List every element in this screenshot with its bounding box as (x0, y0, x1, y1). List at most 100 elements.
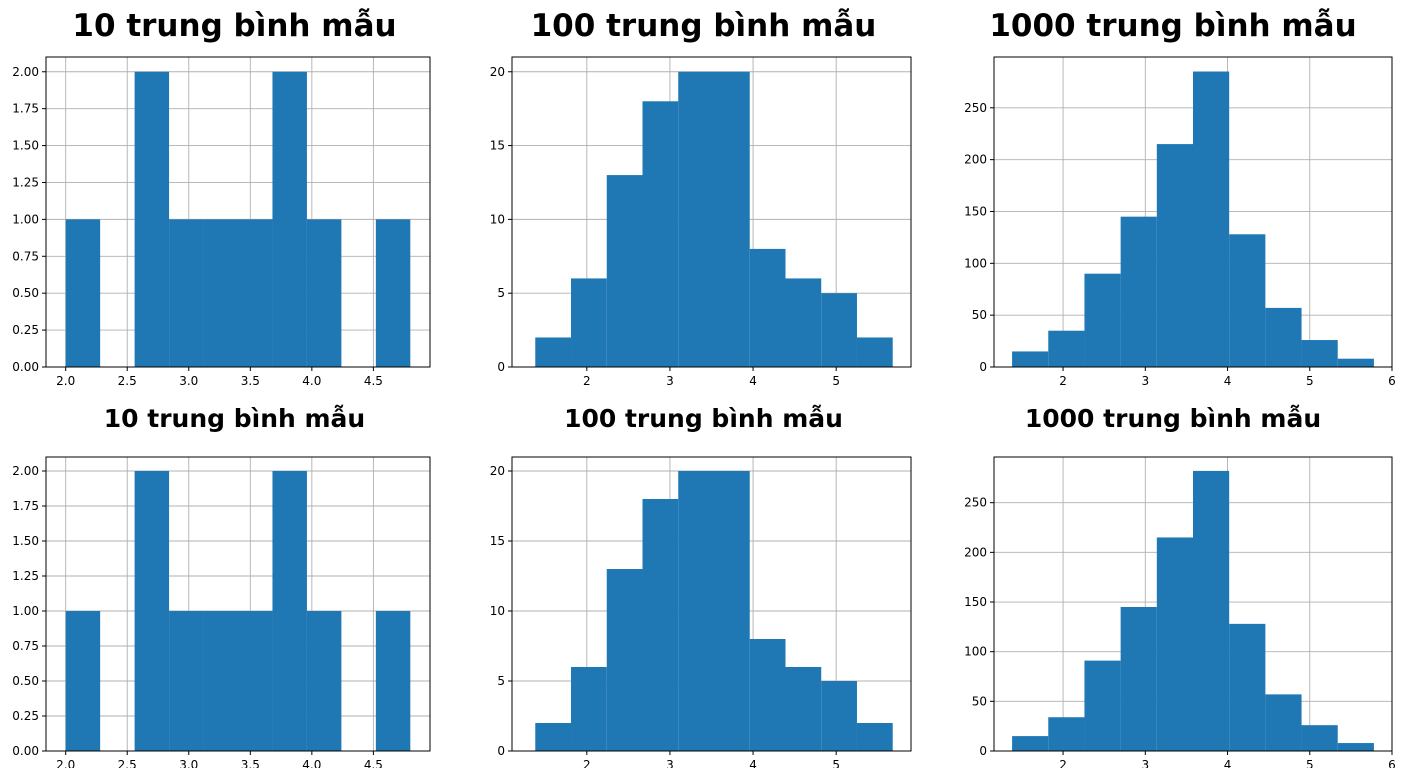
histogram-bar (203, 219, 238, 367)
axes-frame (993, 456, 1393, 752)
histogram-bar (1156, 537, 1193, 751)
bars (535, 71, 893, 368)
x-tick-label: 3 (666, 374, 674, 388)
histogram-bar (1193, 470, 1230, 751)
axes-frame (45, 56, 431, 368)
x-tick-label: 6 (1388, 758, 1396, 768)
x-tick-label: 5 (832, 758, 840, 768)
y-tick-label: 0.50 (12, 286, 39, 300)
histogram-bar (272, 71, 307, 367)
histogram-bar (1012, 736, 1049, 751)
histogram-bar (606, 175, 643, 367)
chart-title: 100 trung bình mẫu (530, 8, 877, 44)
y-tick-label: 1.50 (12, 534, 39, 548)
x-ticks: 2 3 4 5 (583, 367, 840, 388)
bars (65, 471, 411, 751)
chart-title: 1000 trung bình mẫu (989, 8, 1357, 44)
x-tick-label: 2.0 (56, 758, 75, 768)
y-tick-label: 10 (490, 604, 505, 618)
y-tick-label: 200 (964, 545, 987, 559)
y-ticks: 0 50 100 150 200 250 (964, 496, 994, 758)
x-tick-label: 4 (749, 758, 757, 768)
histogram-panel-1000-samples-top: 1000 trung bình mẫu 2 3 4 5 6 0 50 100 150 200 250 (938, 0, 1408, 388)
y-tick-label: 10 (490, 212, 505, 226)
x-tick-label: 4 (1224, 374, 1232, 388)
histogram-bar (1120, 606, 1157, 751)
histogram-bar (571, 667, 607, 751)
histogram-bar (1193, 71, 1230, 368)
histogram-bar (1337, 358, 1374, 367)
histogram-bar (785, 667, 822, 751)
histogram-bar (856, 337, 893, 367)
histogram-bar (375, 219, 411, 367)
y-tick-label: 0.75 (12, 249, 39, 263)
axes-frame (993, 56, 1393, 368)
y-tick-label: 1.75 (12, 499, 39, 513)
x-tick-label: 4.0 (302, 374, 321, 388)
x-tick-label: 2.5 (118, 374, 137, 388)
x-tick-label: 2 (1059, 374, 1067, 388)
y-tick-label: 1.25 (12, 175, 39, 189)
y-tick-label: 0.25 (12, 323, 39, 337)
y-tick-label: 250 (964, 101, 987, 115)
axes-frame (45, 456, 431, 752)
y-tick-label: 0 (979, 744, 987, 758)
chart-title: 1000 trung bình mẫu (1024, 404, 1322, 433)
chart-title: 10 trung bình mẫu (103, 404, 366, 433)
histogram-bar (238, 611, 273, 751)
y-tick-label: 0.75 (12, 639, 39, 653)
histogram-bar (678, 471, 714, 751)
histogram-panel-10-samples-top: 10 trung bình mẫu 2.0 2.5 3.0 3.5 4.0 4.5 0.00… (0, 0, 469, 388)
histogram-bar (856, 723, 893, 751)
y-ticks: 0.00 0.25 0.50 0.75 1.00 1.25 1.50 1.75 2.00 (12, 464, 46, 758)
y-tick-label: 2.00 (12, 464, 39, 478)
bars (65, 71, 411, 367)
y-tick-label: 0.25 (12, 709, 39, 723)
bars (1012, 470, 1374, 751)
x-tick-label: 5 (832, 374, 840, 388)
histogram-panel-1000-samples-bottom: 1000 trung bình mẫu 2 3 4 5 6 0 50 100 150 200 250 (938, 384, 1408, 768)
y-tick-label: 1.50 (12, 139, 39, 153)
y-tick-label: 5 (497, 286, 505, 300)
histogram-plot: 2 3 4 5 6 0 50 100 150 200 250 (964, 56, 1396, 388)
histogram-bar (535, 723, 572, 751)
y-tick-label: 1.75 (12, 102, 39, 116)
x-tick-label: 3 (1141, 374, 1149, 388)
y-tick-label: 20 (490, 464, 505, 478)
histogram-bar (1048, 717, 1085, 751)
x-tick-label: 4.5 (364, 758, 383, 768)
histogram-panel-100-samples-top: 100 trung bình mẫu 2 3 4 5 0 5 10 15 20 (469, 0, 938, 388)
histogram-bar (306, 219, 342, 367)
y-tick-label: 0.00 (12, 744, 39, 758)
histogram-bar (306, 611, 342, 751)
x-tick-label: 3 (1141, 758, 1149, 768)
x-tick-label: 2 (583, 758, 591, 768)
histogram-bar (821, 293, 857, 367)
y-tick-label: 15 (490, 139, 505, 153)
x-tick-label: 2.5 (118, 758, 137, 768)
y-tick-label: 50 (972, 308, 987, 322)
x-tick-label: 2 (583, 374, 591, 388)
histogram-bar (749, 639, 786, 751)
y-tick-label: 1.00 (12, 212, 39, 226)
histogram-bar (1301, 340, 1338, 367)
x-tick-label: 6 (1388, 374, 1396, 388)
x-tick-label: 3.5 (241, 374, 260, 388)
x-tick-label: 5 (1306, 374, 1314, 388)
y-tick-label: 150 (964, 595, 987, 609)
histogram-bar (785, 278, 822, 367)
histogram-plot: 2.0 2.5 3.0 3.5 4.0 4.5 0.00 0.25 0.50 0.75 1.00 1.… (12, 56, 431, 388)
y-tick-label: 1.25 (12, 569, 39, 583)
bars (535, 471, 893, 751)
histogram-bar (821, 681, 857, 751)
histogram-bar (642, 499, 679, 751)
histogram-plot: 2.0 2.5 3.0 3.5 4.0 4.5 0.00 0.25 0.50 0.75 1.00 1.… (12, 456, 431, 768)
y-tick-label: 0 (497, 360, 505, 374)
y-ticks: 0 5 10 15 20 (490, 464, 512, 758)
histogram-bar (203, 611, 238, 751)
histogram-bar (713, 471, 750, 751)
histogram-bar (1084, 273, 1121, 367)
histogram-plot: 2 3 4 5 6 0 50 100 150 200 250 (964, 456, 1396, 768)
y-tick-label: 100 (964, 645, 987, 659)
histogram-bar (375, 611, 411, 751)
